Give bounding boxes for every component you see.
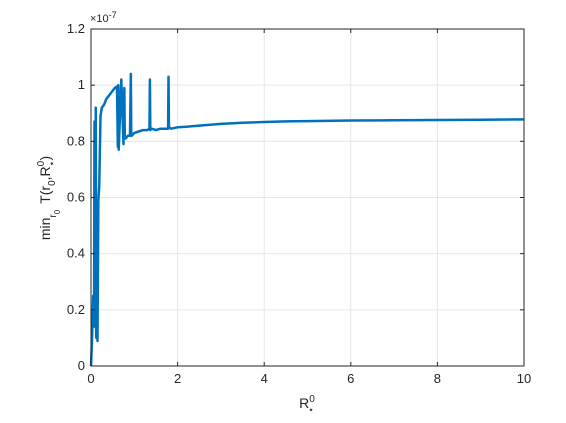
x-axis-label: R0 ⋆ xyxy=(299,394,315,416)
series-layer xyxy=(89,72,525,367)
x-tick-label: 8 xyxy=(434,371,441,386)
series-line xyxy=(89,72,525,367)
tick-marks xyxy=(90,28,525,367)
x-tick-label: 6 xyxy=(347,371,354,386)
y-tick-label: 0 xyxy=(78,358,85,373)
y-tick-label: 0.4 xyxy=(67,246,85,261)
y-tick-labels: 0 0.2 0.4 0.6 0.8 1 1.2 xyxy=(67,21,85,373)
grid-lines xyxy=(90,28,525,367)
x-tick-label: 0 xyxy=(87,371,94,386)
y-exponent-label: ×10-7 xyxy=(90,10,117,25)
y-tick-label: 0.6 xyxy=(67,190,85,205)
y-axis-label: minr0T(r0,R0⋆) xyxy=(36,156,62,240)
y-tick-label: 0.8 xyxy=(67,133,85,148)
x-tick-label: 4 xyxy=(261,371,268,386)
x-tick-label: 10 xyxy=(517,371,531,386)
y-tick-label: 1 xyxy=(78,77,85,92)
x-tick-label: 2 xyxy=(174,371,181,386)
x-tick-labels: 0 2 4 6 8 10 xyxy=(87,371,531,386)
y-tick-label: 1.2 xyxy=(67,21,85,36)
y-tick-label: 0.2 xyxy=(67,302,85,317)
